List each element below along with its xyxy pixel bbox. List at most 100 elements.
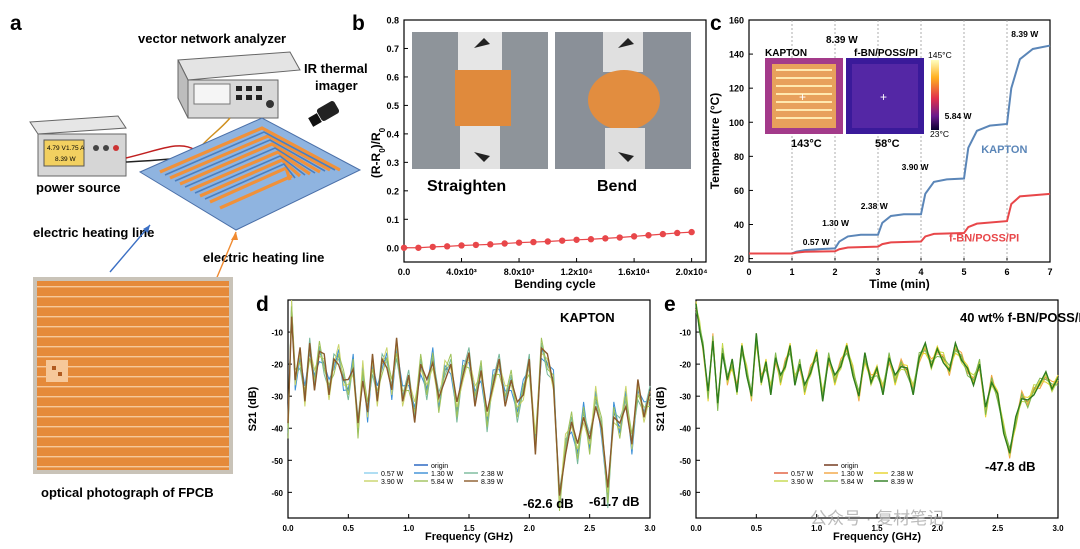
c-step-label: 3.90 W — [902, 162, 930, 172]
chart-annotation: -47.8 dB — [985, 459, 1036, 474]
x-tick-label: 0.0 — [282, 524, 294, 533]
y-tick-label: 80 — [734, 152, 744, 162]
power-source-instrument: 4.79 V 1.75 A 8.39 W — [29, 115, 127, 177]
chart-annotation: -62.6 dB — [523, 496, 574, 511]
y-tick-label: 160 — [729, 16, 744, 26]
c-step-label: 1.30 W — [822, 218, 850, 228]
legend-label: 1.30 W — [431, 471, 454, 478]
vna-instrument — [177, 51, 301, 119]
chart-d: 0.0 0.5 1.0 1.5 2.0 2.5 3.0 -60 -50 -40 -30 -20 -10 F… — [247, 299, 656, 543]
x-tick-label: 4.0x10³ — [446, 267, 477, 277]
heating-line-label-2: electric heating line — [203, 250, 324, 265]
legend-label: 3.90 W — [381, 479, 404, 486]
psu-power: 8.39 W — [55, 156, 76, 163]
chart-annotation: -61.7 dB — [589, 494, 640, 509]
b-data-point — [429, 243, 436, 251]
psu-voltage: 4.79 V — [47, 145, 66, 152]
panel-b: b (R-R0)/R0 Straighten Bend 0.0 4.0x10³ 8.… — [352, 12, 708, 291]
fpcb-caption: optical photograph of FPCB — [41, 485, 214, 500]
c-step-label: 0.57 W — [803, 237, 831, 247]
x-tick-label: 1.0 — [811, 524, 823, 533]
legend-label: 8.39 W — [481, 479, 504, 486]
y-tick-label: -30 — [679, 393, 691, 402]
y-axis-label: S21 (dB) — [247, 386, 259, 431]
panel-e: e 0.0 0.5 1.0 1.5 2.0 2.5 3.0 -60 -50 -40 -30 -20 -1… — [655, 293, 1080, 543]
panel-label-a: a — [10, 12, 22, 35]
x-axis-label: Bending cycle — [514, 277, 596, 291]
b-data-point — [630, 233, 638, 240]
y-tick-label: 0.5 — [386, 101, 399, 111]
b-data-point — [573, 236, 580, 243]
colorbar — [931, 60, 939, 130]
x-tick-label: 3.0 — [644, 524, 656, 533]
panel-d: d 0.0 0.5 1.0 1.5 2.0 2.5 3.0 -60 -50 -40 -30 -20 -1… — [247, 293, 656, 543]
panel-label-d: d — [256, 293, 269, 316]
ir-label-line1: IR thermal — [304, 61, 368, 76]
legend-label: 8.39 W — [891, 479, 914, 486]
x-axis-label: Time (min) — [869, 277, 929, 291]
x-tick-label: 1.6x10⁴ — [618, 267, 650, 277]
c-step-label: 8.39 W — [1011, 29, 1039, 39]
y-tick-label: 0.7 — [386, 44, 399, 54]
x-tick-label: 1.0 — [403, 524, 415, 533]
inset-kapton-label: KAPTON — [765, 48, 807, 59]
heating-line-label-1: electric heating line — [33, 225, 154, 240]
inset-bn-label: f-BN/POSS/PI — [854, 48, 918, 59]
c-series-label-bn: f-BN/POSS/PI — [949, 233, 1019, 245]
x-tick-label: 6 — [1004, 267, 1009, 277]
legend-label: 0.57 W — [791, 471, 814, 478]
y-tick-label: -20 — [679, 361, 691, 370]
svg-text:+: + — [799, 90, 806, 104]
x-tick-label: 1 — [789, 267, 794, 277]
x-tick-label: 3.0 — [1052, 524, 1064, 533]
chart-title: KAPTON — [560, 310, 615, 325]
y-tick-label: 0.2 — [386, 186, 399, 196]
b-data-point — [674, 229, 681, 237]
b-data-point — [616, 234, 623, 241]
y-tick-label: 0.0 — [386, 243, 399, 253]
panel-label-b: b — [352, 12, 365, 35]
y-tick-label: -50 — [679, 457, 691, 466]
y-tick-label: -60 — [271, 489, 283, 498]
x-tick-label: 2.0x10⁴ — [676, 267, 708, 277]
b-data-point — [443, 243, 451, 250]
y-tick-label: -10 — [271, 329, 283, 338]
b-data-point — [415, 244, 422, 251]
x-tick-label: 0.0 — [398, 267, 411, 277]
c-series-line-1 — [749, 192, 1051, 255]
c-step-label: 5.84 W — [945, 111, 973, 121]
ir-label-line2: imager — [315, 78, 358, 93]
b-data-point — [487, 241, 494, 248]
photo-straighten-label: Straighten — [427, 178, 506, 195]
legend-label: 2.38 W — [891, 471, 914, 478]
b-data-point — [602, 235, 609, 242]
x-tick-label: 2.5 — [584, 524, 596, 533]
y-tick-label: -40 — [679, 425, 691, 434]
chart-b: 0.0 4.0x10³ 8.0x10³ 1.2x10⁴ 1.6x10⁴ 2.0x10⁴ 0.… — [386, 16, 707, 292]
x-tick-label: 0.0 — [690, 524, 702, 533]
legend-label: 1.30 W — [841, 471, 864, 478]
y-tick-label: 0.1 — [386, 215, 399, 225]
legend-label: 2.38 W — [481, 471, 504, 478]
b-data-point — [530, 238, 537, 246]
legend-label: 5.84 W — [431, 479, 454, 486]
c-series-label-kapton: KAPTON — [981, 144, 1027, 156]
panel-c: c 0 1 2 3 4 5 6 7 20 40 60 80 100 120 140 160 Time (min)… — [708, 12, 1053, 291]
c-step-label: 2.38 W — [861, 201, 889, 211]
y-tick-label: 20 — [734, 254, 744, 264]
x-tick-label: 2.5 — [992, 524, 1004, 533]
fpcb-photo — [33, 277, 233, 474]
legend-label: origin — [841, 463, 858, 470]
legend-label: 3.90 W — [791, 479, 814, 486]
panel-label-c: c — [710, 12, 722, 35]
b-data-point — [472, 241, 480, 249]
x-tick-label: 8.0x10³ — [504, 267, 535, 277]
x-tick-label: 0.5 — [343, 524, 355, 533]
ir-image-kapton: + — [765, 58, 843, 134]
plot-frame — [748, 19, 1051, 263]
b-data-point — [645, 232, 652, 239]
b-ylabel: (R-R0)/R0 — [369, 127, 387, 178]
x-tick-label: 3 — [875, 267, 880, 277]
colorbar-max: 145°C — [928, 50, 952, 60]
y-tick-label: 140 — [729, 50, 744, 60]
